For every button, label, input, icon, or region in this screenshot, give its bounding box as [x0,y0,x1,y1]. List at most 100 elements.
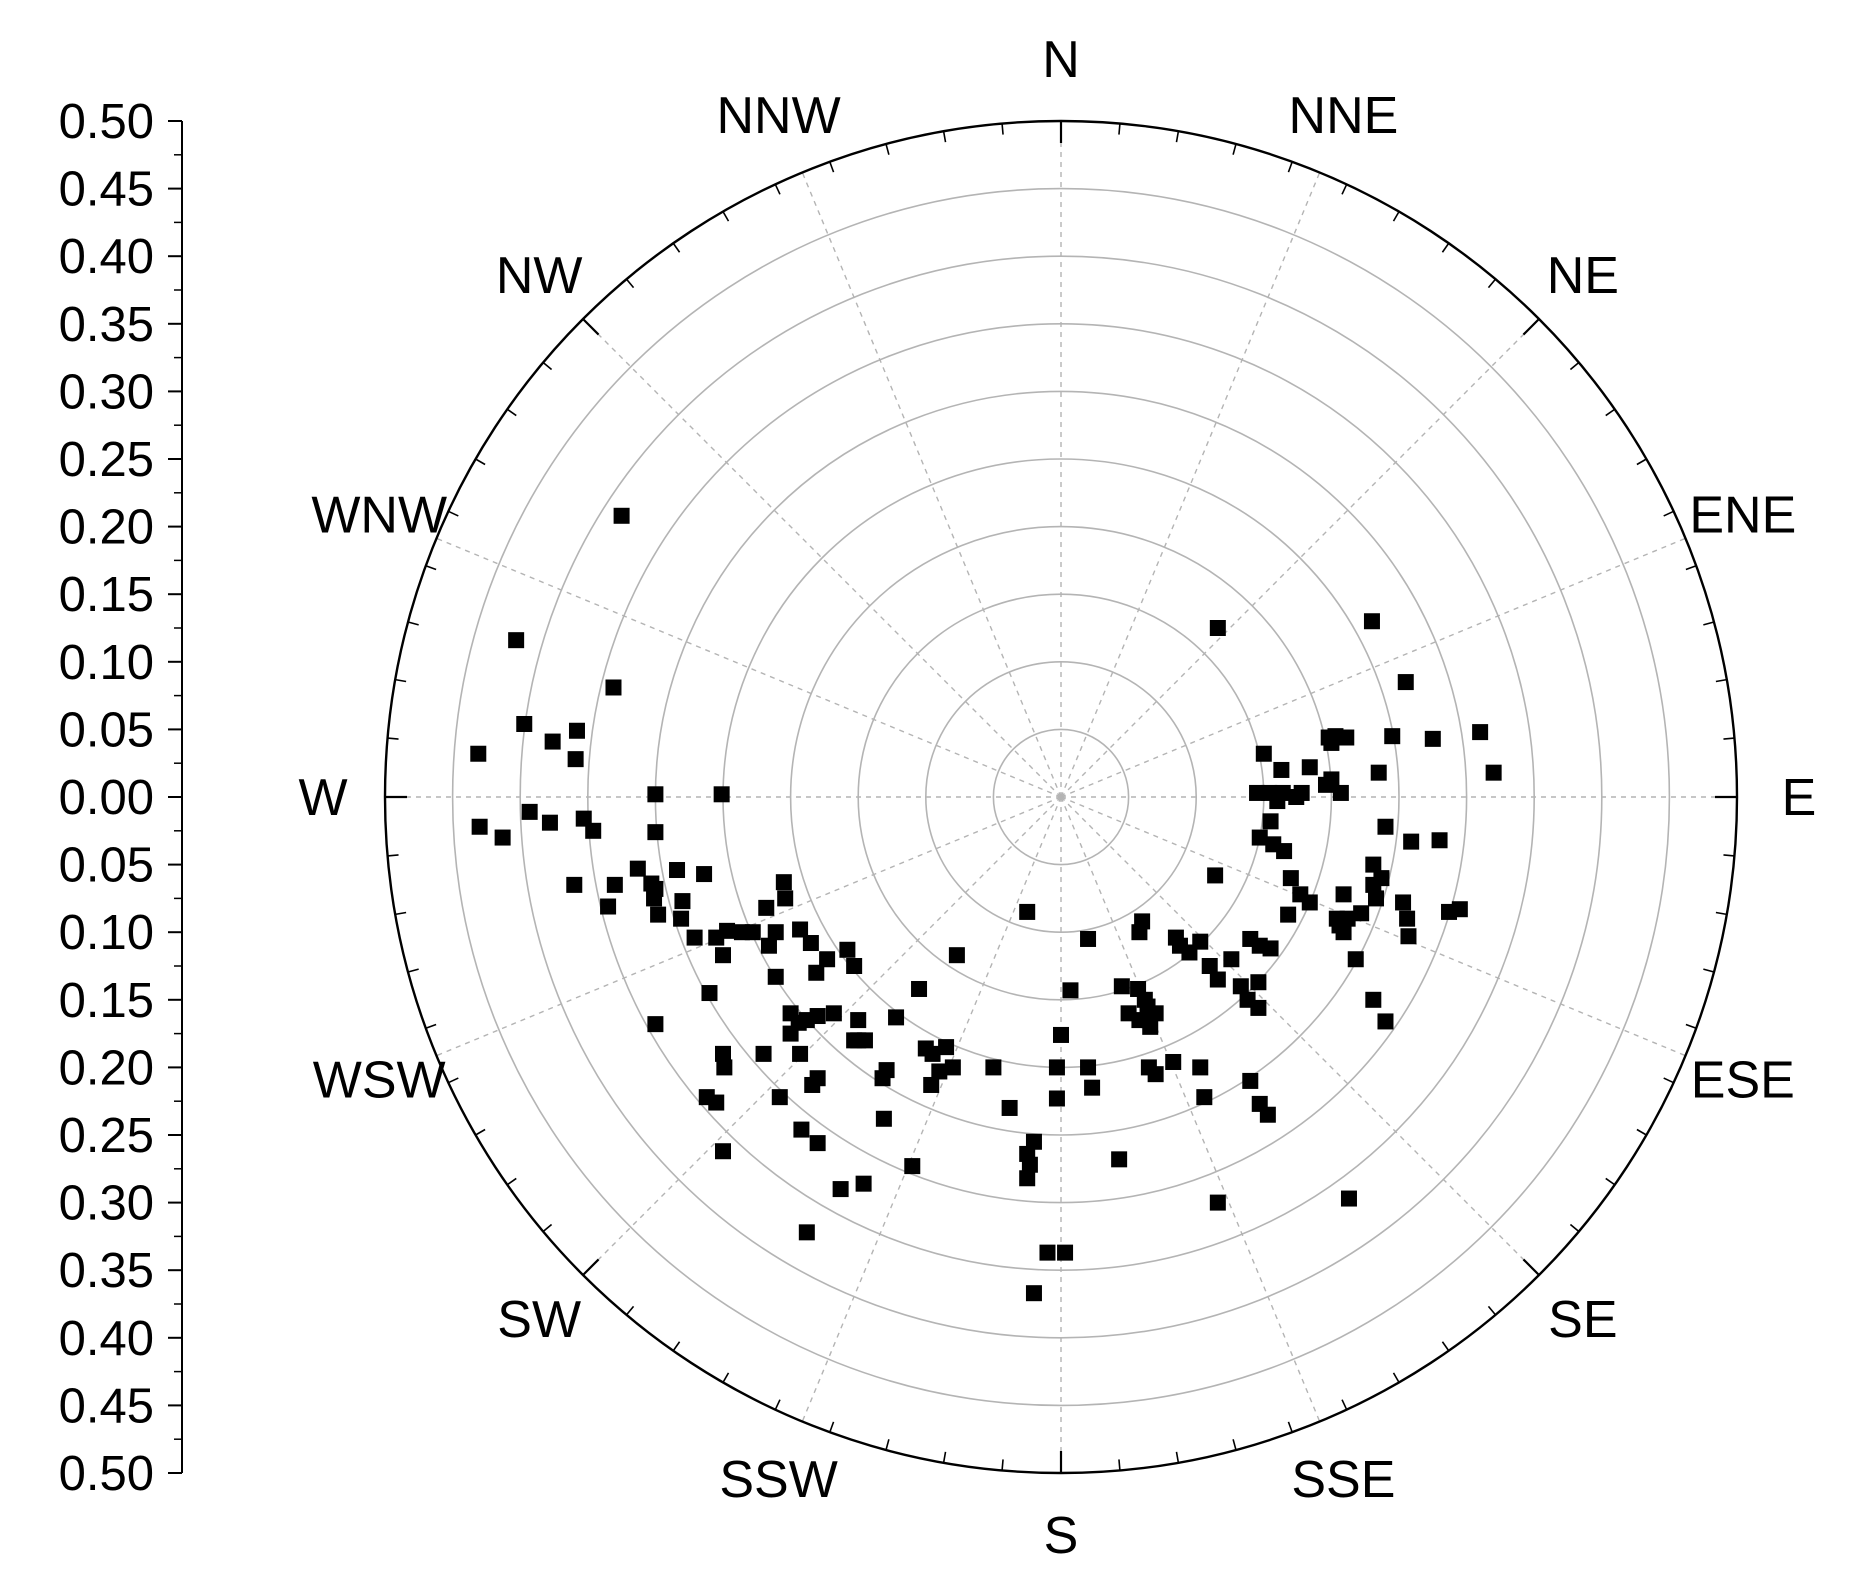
data-point [1363,613,1380,630]
data-point [904,1158,921,1175]
data-point [605,679,622,696]
direction-label-ene: ENE [1689,487,1796,545]
data-point [686,929,703,946]
grid-spoke [436,796,1062,1057]
minor-angle-tick [1232,143,1237,155]
data-point [470,745,487,762]
data-point [1397,674,1414,691]
data-point [855,1175,872,1192]
major-angle-tick [1522,318,1540,336]
grid-spoke [1060,796,1321,1422]
direction-label-wsw: WSW [313,1051,446,1109]
radial-tick-label: 0.35 [59,298,154,352]
data-point [802,935,819,952]
data-point [471,818,488,835]
data-point [647,786,664,803]
data-point [1399,910,1416,927]
minor-angle-tick [1001,1459,1004,1471]
data-point [647,824,664,841]
data-point [1293,784,1310,801]
minor-angle-tick [395,911,407,916]
data-point [1365,991,1382,1008]
minor-angle-tick [1341,1399,1348,1411]
direction-label-ne: NE [1547,247,1619,305]
data-point [1250,974,1267,991]
data-point [1209,971,1226,988]
minor-angle-tick [672,242,681,253]
radial-tick-label: 0.05 [59,839,154,893]
grid-spoke [1060,318,1540,798]
data-point [798,1224,815,1241]
data-point [1370,764,1387,781]
radial-tick-label: 0.40 [59,1312,154,1366]
direction-label-nne: NNE [1289,87,1399,145]
minor-angle-tick [1441,242,1450,253]
radial-tick-label: 0.30 [59,1177,154,1231]
data-point [1332,784,1349,801]
data-point [1340,1190,1357,1207]
minor-angle-tick [829,1421,835,1433]
grid-spoke [1060,796,1540,1276]
grid-spoke [582,796,1062,1276]
data-point [1142,1018,1159,1035]
data-point [1377,818,1394,835]
minor-angle-tick [1715,678,1727,683]
data-point [544,733,561,750]
minor-angle-tick [1287,1421,1293,1433]
data-point [1209,1194,1226,1211]
data-point [839,941,856,958]
data-point [1251,829,1268,846]
direction-label-sw: SW [497,1291,581,1349]
minor-angle-tick [625,1305,635,1316]
data-point [760,937,777,954]
data-point [1377,1013,1394,1030]
minor-angle-tick [829,161,835,173]
data-point [1472,724,1489,741]
major-angle-tick [582,1258,600,1276]
minor-angle-tick [1175,1451,1180,1463]
minor-angle-tick [1569,361,1580,371]
direction-label-e: E [1782,769,1817,827]
data-point [1441,903,1458,920]
direction-label-wnw: WNW [311,487,447,545]
data-point [674,893,691,910]
minor-angle-tick [425,565,437,571]
direction-labels: N NNE NE ENE E ESE SE SSE S SSW SW WSW W WNW NW NNW [298,31,1816,1565]
data-point [1347,951,1364,968]
data-point [923,1076,940,1093]
data-point [1250,999,1267,1016]
minor-angle-tick [672,1341,681,1352]
data-point [508,632,525,649]
data-point [1223,951,1240,968]
radial-tick-label: 0.50 [59,1447,154,1501]
data-point [767,968,784,985]
minor-angle-tick [1569,1223,1580,1233]
data-point [985,1059,1002,1076]
direction-label-nw: NW [496,247,583,305]
data-point [775,874,792,891]
data-point [716,1059,733,1076]
minor-angle-tick [1663,510,1675,517]
data-point [809,1008,826,1025]
minor-angle-tick [1636,1128,1647,1136]
data-point [1262,813,1279,830]
data-point [1301,759,1318,776]
data-point [825,1005,842,1022]
data-point [650,906,667,923]
minor-angle-tick [1723,737,1735,740]
data-point [1368,890,1385,907]
data-point [647,1016,664,1033]
data-point [809,1070,826,1087]
data-point [715,1143,731,1160]
data-point [1057,1244,1074,1261]
grid-spoke [1060,172,1321,798]
data-point [1301,894,1318,911]
data-point [1282,870,1299,887]
minor-angle-tick [885,143,890,155]
data-point [1001,1099,1018,1116]
radial-tick-label: 0.45 [59,163,154,217]
minor-angle-tick [542,361,553,371]
grid-spoke [801,172,1062,798]
minor-angle-tick [506,1177,517,1186]
minor-angle-tick [1118,123,1121,135]
